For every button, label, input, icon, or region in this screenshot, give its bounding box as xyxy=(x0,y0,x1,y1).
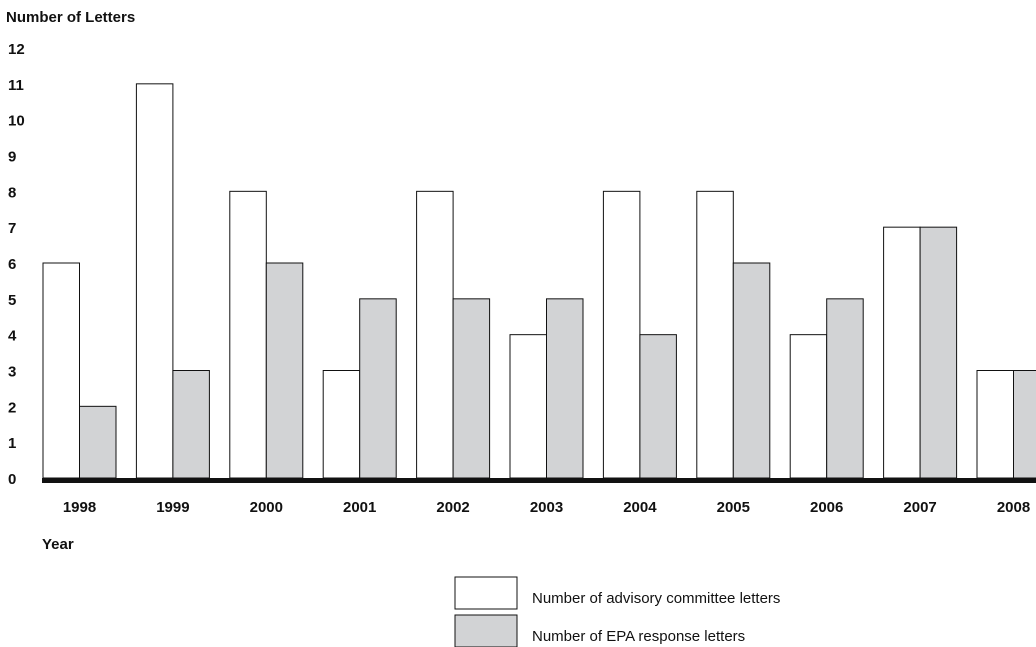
bar-epa-1999 xyxy=(172,370,210,479)
x-tick-label: 2000 xyxy=(250,499,283,516)
y-tick-label: 6 xyxy=(8,256,16,273)
legend-label-advisory: Number of advisory committee letters xyxy=(532,590,780,607)
x-axis-baseline xyxy=(42,478,1036,483)
x-tick-label: 2005 xyxy=(717,499,750,516)
y-axis-title: Number of Letters xyxy=(6,9,135,26)
x-tick-labels: 1998 1999 2000 2001 2002 2003 2004 2005 2006 2007… xyxy=(63,499,1030,516)
bar-advisory-2004 xyxy=(602,190,641,479)
y-tick-label: 10 xyxy=(8,113,25,130)
x-tick-label: 2007 xyxy=(903,499,936,516)
bar-epa-2006 xyxy=(826,298,864,479)
x-tick-label: 1999 xyxy=(156,499,189,516)
bar-advisory-2002 xyxy=(416,190,454,479)
bar-advisory-1999 xyxy=(135,83,174,479)
bar-advisory-2008 xyxy=(976,370,1014,479)
x-tick-label: 2003 xyxy=(530,499,563,516)
y-tick-label: 7 xyxy=(8,220,16,237)
x-tick-label: 2006 xyxy=(810,499,843,516)
y-tick-label: 9 xyxy=(8,149,16,166)
bar-epa-2002 xyxy=(452,298,491,479)
y-tick-label: 1 xyxy=(8,435,16,452)
bar-advisory-2007 xyxy=(883,226,921,479)
y-tick-label: 4 xyxy=(8,328,17,345)
x-tick-label: 2008 xyxy=(997,499,1030,516)
bar-advisory-2001 xyxy=(322,370,361,479)
legend-swatch-advisory xyxy=(454,576,518,610)
bar-epa-2004 xyxy=(639,334,677,479)
bar-epa-2001 xyxy=(359,298,397,479)
y-tick-label: 12 xyxy=(8,41,25,58)
x-tick-label: 2002 xyxy=(436,499,469,516)
legend-swatch-epa xyxy=(454,614,518,647)
bar-epa-2003 xyxy=(546,298,584,479)
bars xyxy=(42,83,1036,479)
bar-epa-2008 xyxy=(1013,370,1036,479)
legend: Number of advisory committee letters Num… xyxy=(454,576,780,647)
y-tick-label: 8 xyxy=(8,184,16,201)
y-tick-label: 2 xyxy=(8,399,16,416)
y-tick-label: 3 xyxy=(8,364,16,381)
bar-epa-2000 xyxy=(265,262,304,479)
y-tick-label: 0 xyxy=(8,471,16,488)
bar-epa-2005 xyxy=(732,262,771,479)
bar-epa-1998 xyxy=(79,405,117,479)
x-tick-label: 2004 xyxy=(623,499,657,516)
bar-advisory-2000 xyxy=(229,190,267,479)
bar-epa-2007 xyxy=(919,226,958,479)
x-tick-label: 2001 xyxy=(343,499,376,516)
x-tick-label: 1998 xyxy=(63,499,96,516)
y-tick-label: 11 xyxy=(8,77,24,94)
bar-advisory-1998 xyxy=(42,262,80,479)
bar-advisory-2005 xyxy=(696,190,734,479)
bar-advisory-2006 xyxy=(789,334,828,479)
bar-advisory-2003 xyxy=(509,334,547,479)
legend-label-epa: Number of EPA response letters xyxy=(532,628,745,645)
y-tick-label: 5 xyxy=(8,292,16,309)
x-axis-title: Year xyxy=(42,536,74,553)
